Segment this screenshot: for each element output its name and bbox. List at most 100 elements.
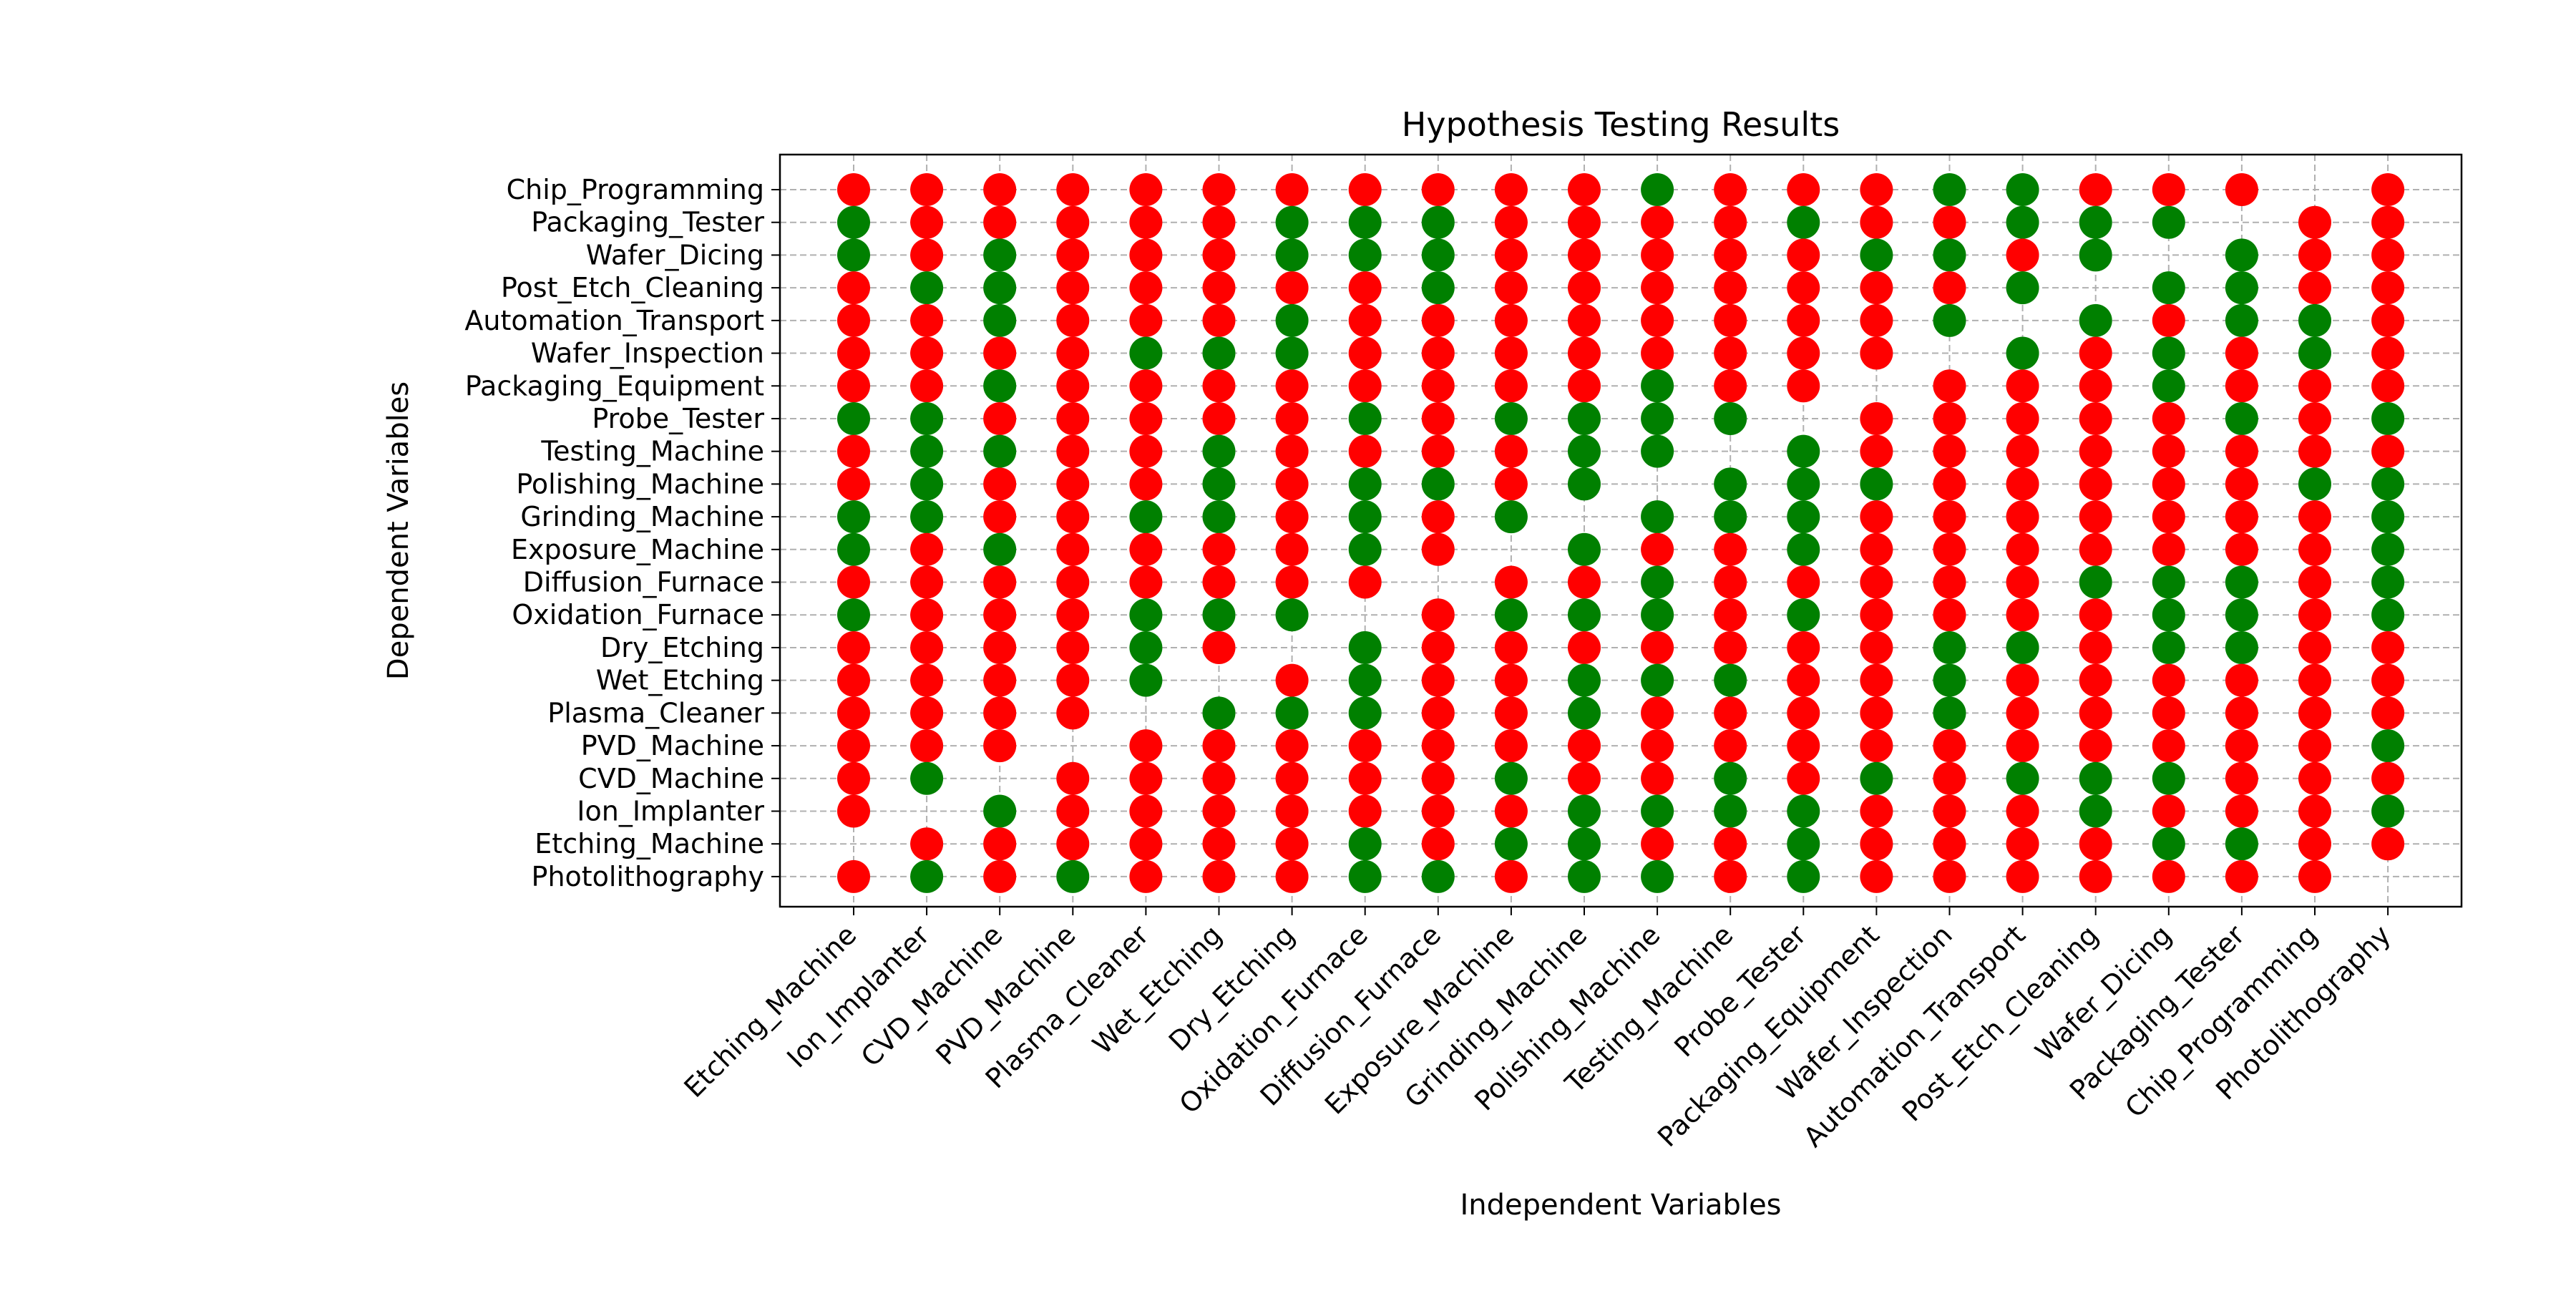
data-point-green — [1714, 761, 1747, 795]
data-point-red — [1494, 173, 1528, 206]
data-point-green — [1568, 434, 1601, 468]
data-point-red — [1129, 303, 1163, 337]
data-point-red — [2152, 173, 2185, 206]
data-point-red — [2371, 827, 2405, 861]
data-point-red — [1568, 565, 1601, 599]
data-point-red — [910, 565, 944, 599]
data-point-green — [2371, 467, 2405, 501]
data-point-red — [2225, 532, 2258, 566]
data-point-red — [983, 467, 1017, 501]
data-point-red — [1275, 827, 1309, 861]
data-point-red — [983, 630, 1017, 664]
data-point-red — [1421, 630, 1455, 664]
data-point-red — [1129, 761, 1163, 795]
data-point-red — [1421, 696, 1455, 730]
data-point-green — [1568, 794, 1601, 828]
data-point-red — [1129, 434, 1163, 468]
data-point-red — [1056, 467, 1090, 501]
data-point-red — [910, 303, 944, 337]
data-point-red — [1129, 369, 1163, 403]
data-point-green — [2371, 565, 2405, 599]
data-point-red — [1641, 238, 1674, 272]
data-point-red — [1129, 467, 1163, 501]
data-point-green — [1860, 467, 1893, 501]
data-point-green — [2152, 761, 2185, 795]
data-point-green — [2225, 598, 2258, 632]
data-point-red — [983, 565, 1017, 599]
data-point-red — [1494, 205, 1528, 239]
data-point-green — [1568, 663, 1601, 697]
data-point-green — [1933, 303, 1966, 337]
data-point-green — [1129, 336, 1163, 370]
data-point-green — [2371, 794, 2405, 828]
data-point-red — [1494, 369, 1528, 403]
data-point-red — [983, 401, 1017, 435]
data-point-green — [1348, 500, 1382, 534]
data-point-red — [2371, 630, 2405, 664]
data-point-red — [1714, 729, 1747, 763]
data-point-green — [1714, 401, 1747, 435]
data-point-red — [1275, 369, 1309, 403]
data-point-green — [1202, 500, 1236, 534]
data-point-red — [2298, 401, 2331, 435]
data-point-green — [1933, 173, 1966, 206]
data-point-green — [1421, 238, 1455, 272]
data-point-green — [1348, 696, 1382, 730]
data-point-red — [1275, 532, 1309, 566]
data-point-green — [1860, 761, 1893, 795]
data-point-red — [2006, 434, 2039, 468]
data-point-green — [910, 500, 944, 534]
data-point-red — [1348, 434, 1382, 468]
data-point-green — [2079, 205, 2112, 239]
data-point-red — [1275, 271, 1309, 305]
data-point-red — [1275, 500, 1309, 534]
data-point-red — [2079, 859, 2112, 893]
data-point-red — [1275, 663, 1309, 697]
data-point-red — [1641, 303, 1674, 337]
data-point-green — [1787, 794, 1820, 828]
data-point-red — [1714, 565, 1747, 599]
data-point-red — [2079, 467, 2112, 501]
data-point-green — [2079, 761, 2112, 795]
data-point-red — [1056, 794, 1090, 828]
data-point-red — [1714, 238, 1747, 272]
data-point-red — [837, 467, 870, 501]
data-point-red — [1568, 205, 1601, 239]
data-point-green — [1568, 859, 1601, 893]
data-point-green — [2006, 336, 2039, 370]
data-point-green — [1494, 598, 1528, 632]
data-point-red — [2371, 271, 2405, 305]
data-point-red — [1568, 336, 1601, 370]
data-point-red — [983, 173, 1017, 206]
data-point-green — [2371, 532, 2405, 566]
data-point-green — [1568, 467, 1601, 501]
data-point-red — [1129, 794, 1163, 828]
y-tick-label: Polishing_Machine — [516, 468, 764, 500]
data-point-red — [837, 794, 870, 828]
data-point-red — [1787, 238, 1820, 272]
data-point-red — [1348, 565, 1382, 599]
data-point-red — [1933, 859, 1966, 893]
data-point-red — [1787, 336, 1820, 370]
data-point-green — [1641, 369, 1674, 403]
data-point-green — [1202, 467, 1236, 501]
data-point-red — [2298, 238, 2331, 272]
y-tick-label: Grinding_Machine — [520, 501, 764, 532]
data-point-red — [2298, 369, 2331, 403]
data-point-green — [2152, 565, 2185, 599]
data-point-red — [1787, 696, 1820, 730]
data-point-red — [1348, 173, 1382, 206]
data-point-red — [1714, 369, 1747, 403]
data-point-red — [1275, 729, 1309, 763]
data-point-red — [1787, 761, 1820, 795]
data-point-red — [2298, 565, 2331, 599]
data-point-red — [2079, 598, 2112, 632]
data-point-green — [2371, 500, 2405, 534]
data-point-red — [1348, 303, 1382, 337]
data-point-green — [2006, 630, 2039, 664]
data-point-red — [1494, 467, 1528, 501]
y-tick-label: Packaging_Tester — [531, 207, 764, 238]
data-point-red — [1056, 434, 1090, 468]
data-point-red — [1275, 859, 1309, 893]
